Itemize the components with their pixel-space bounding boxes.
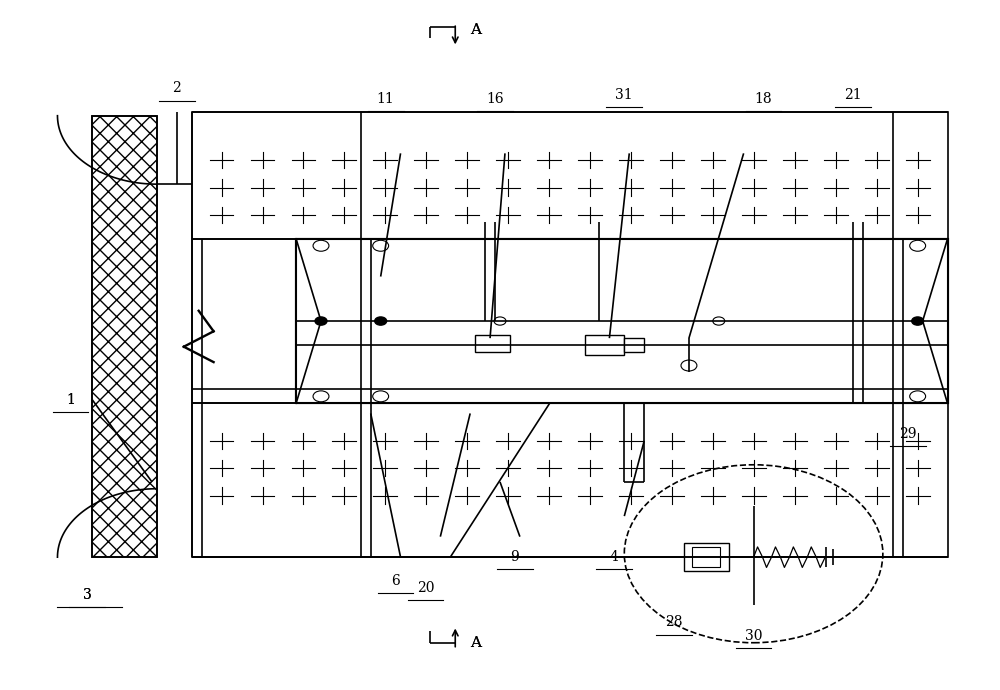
Bar <box>684 544 729 571</box>
Text: 2: 2 <box>172 81 181 95</box>
Text: A: A <box>470 635 481 650</box>
Text: A: A <box>470 635 481 650</box>
Circle shape <box>315 317 327 325</box>
Text: 6: 6 <box>391 574 400 588</box>
Text: 18: 18 <box>755 92 772 106</box>
Text: 28: 28 <box>665 615 683 629</box>
Text: 3: 3 <box>83 588 92 602</box>
Bar <box>475 335 510 352</box>
Bar <box>296 239 948 403</box>
Circle shape <box>912 317 924 325</box>
Text: 29: 29 <box>899 427 916 441</box>
Bar <box>192 112 948 558</box>
Text: 30: 30 <box>745 629 762 643</box>
Bar <box>92 116 157 558</box>
Text: 4: 4 <box>610 550 619 564</box>
Circle shape <box>375 317 387 325</box>
Text: 9: 9 <box>511 550 519 564</box>
Text: 1: 1 <box>66 393 75 407</box>
Bar <box>585 335 624 355</box>
Text: 16: 16 <box>486 92 504 106</box>
Bar <box>624 338 644 352</box>
Bar <box>296 239 948 403</box>
Text: 11: 11 <box>377 92 395 106</box>
Text: A: A <box>470 23 481 37</box>
Bar <box>692 547 720 567</box>
Text: 20: 20 <box>417 581 434 595</box>
Text: 21: 21 <box>844 88 862 102</box>
Text: 3: 3 <box>83 588 92 602</box>
Text: 1: 1 <box>66 393 75 407</box>
Bar <box>92 116 157 558</box>
Text: A: A <box>470 23 481 37</box>
Text: 31: 31 <box>615 88 633 102</box>
